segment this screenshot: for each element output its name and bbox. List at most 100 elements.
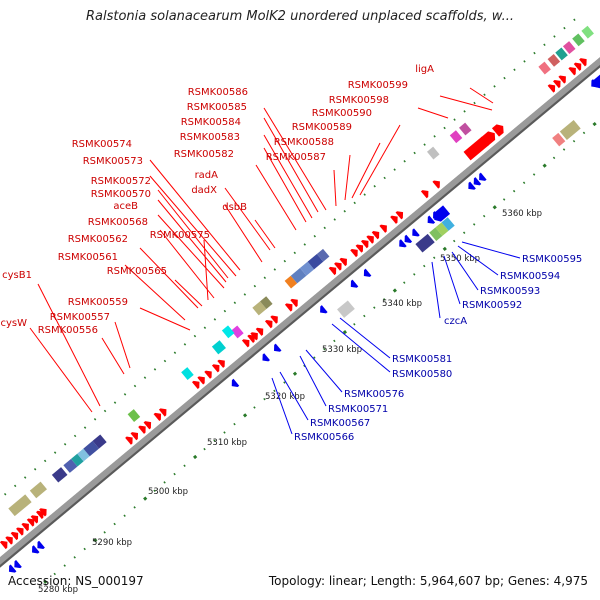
tick-dot-96 xyxy=(343,209,346,213)
domain-box-fwd-9-shape xyxy=(181,367,194,380)
forward-gene-37-shape xyxy=(390,215,398,224)
reverse-gene-2 xyxy=(32,545,40,554)
forward-gene-18-shape xyxy=(211,364,220,373)
tick-dot-106 xyxy=(443,126,446,130)
reverse-gene-10 xyxy=(399,239,407,248)
domain-box-fwd-26-shape xyxy=(562,41,576,54)
reverse-leader-line xyxy=(299,355,327,407)
tick-dot-81 xyxy=(193,334,197,338)
forward-gene-6 xyxy=(30,515,39,524)
reverse-gene-0-shape xyxy=(8,564,17,573)
forward-leader-line xyxy=(417,107,449,119)
forward-gene-29 xyxy=(334,262,342,271)
tick-dot-84 xyxy=(223,309,227,313)
forward-leader-line xyxy=(29,327,93,413)
domain-box-fwd-16-shape xyxy=(290,268,307,284)
reverse-gene-6 xyxy=(273,343,282,352)
tick-dot-51 xyxy=(552,156,556,160)
tick-dot-98 xyxy=(363,193,366,196)
forward-gene-16-shape xyxy=(197,376,205,385)
domain-box-rev-3-shape xyxy=(435,222,449,236)
forward-gene-label: RSMK00565 xyxy=(107,266,167,277)
reverse-gene-large-1-shape xyxy=(593,73,600,89)
reverse-gene-label: RSMK00580 xyxy=(392,369,452,380)
domain-box-rev-6 xyxy=(552,132,566,147)
forward-leader-line xyxy=(174,279,203,307)
forward-gene-label: RSMK00573 xyxy=(83,156,143,167)
tick-dot-73 xyxy=(113,401,117,404)
tick-dot-6 xyxy=(103,531,106,534)
forward-gene-39 xyxy=(420,190,429,199)
forward-gene-label: RSMK00582 xyxy=(174,149,234,160)
forward-gene-46 xyxy=(579,58,587,67)
domain-box-fwd-13 xyxy=(252,301,267,316)
reverse-gene-9-shape xyxy=(363,268,372,277)
forward-gene-42 xyxy=(553,79,561,89)
forward-gene-label: RSMK00557 xyxy=(50,312,110,323)
reverse-leader-line xyxy=(271,377,293,435)
forward-leader-line xyxy=(157,214,225,289)
forward-leader-line xyxy=(101,337,125,375)
forward-leader-line xyxy=(124,264,186,321)
reverse-leader-line xyxy=(443,255,461,305)
domain-box-fwd-26 xyxy=(562,41,576,54)
tick-dot-24 xyxy=(283,381,286,384)
domain-box-rev-0-shape xyxy=(337,300,355,318)
reverse-leader-line xyxy=(305,349,343,393)
domain-box-fwd-15 xyxy=(284,275,298,289)
forward-gene-0-shape xyxy=(0,540,8,550)
reverse-gene-2-shape xyxy=(32,545,40,554)
tick-dot-109 xyxy=(473,101,476,105)
tick-dot-94 xyxy=(323,226,326,230)
forward-leader-line xyxy=(157,199,227,283)
tick-dot-38 xyxy=(423,264,426,268)
forward-gene-16 xyxy=(197,376,205,385)
forward-gene-8-shape xyxy=(39,508,47,517)
tick-dot-116 xyxy=(543,43,546,47)
tick-dot-102 xyxy=(403,160,406,163)
forward-gene-28 xyxy=(328,266,337,276)
forward-leader-line xyxy=(439,95,493,111)
forward-gene-label: RSMK00561 xyxy=(58,252,118,263)
forward-leader-line xyxy=(263,134,313,219)
tick-dot-85 xyxy=(233,301,237,305)
forward-gene-large-2-shape xyxy=(491,124,504,137)
forward-leader-line xyxy=(333,169,337,207)
domain-box-fwd-5 xyxy=(77,448,90,462)
forward-gene-label: RSMK00586 xyxy=(188,87,248,98)
forward-leader-line xyxy=(263,147,307,223)
forward-gene-43 xyxy=(558,75,566,84)
forward-gene-label: RSMK00559 xyxy=(68,297,128,308)
forward-gene-label: radA xyxy=(195,170,219,181)
domain-box-fwd-8-shape xyxy=(127,409,141,422)
tick-dot-39 xyxy=(433,256,436,259)
forward-gene-29-shape xyxy=(334,262,342,271)
forward-gene-27-shape xyxy=(290,298,298,308)
forward-gene-3-shape xyxy=(16,527,24,536)
domain-box-fwd-20 xyxy=(426,146,440,160)
forward-gene-11 xyxy=(138,425,146,434)
forward-gene-33 xyxy=(360,240,369,249)
tick-dot-108 xyxy=(463,110,466,113)
forward-gene-24-shape xyxy=(264,320,273,329)
tick-dot-87 xyxy=(253,284,257,288)
forward-gene-36-shape xyxy=(379,224,387,233)
forward-leader-line xyxy=(263,107,327,211)
tick-dot-54 xyxy=(582,131,586,135)
forward-gene-4 xyxy=(21,522,29,532)
forward-gene-25 xyxy=(270,315,278,324)
forward-leader-line xyxy=(157,189,229,279)
forward-gene-15 xyxy=(191,380,200,390)
tick-dot-9 xyxy=(133,506,136,509)
forward-leader-line xyxy=(203,239,209,301)
reverse-gene-5 xyxy=(262,353,270,362)
forward-gene-label: RSMK00589 xyxy=(292,122,352,133)
scale-ticks: 5280 kbp 5290 kbp 5300 kbp 5310 kbp 5320 kbp… xyxy=(3,18,597,595)
tick-dot-19 xyxy=(233,422,236,426)
domain-box-fwd-24 xyxy=(547,53,561,67)
forward-gene-31-shape xyxy=(350,248,358,258)
reverse-gene-17-shape xyxy=(479,172,487,181)
forward-gene-11-shape xyxy=(138,425,146,434)
forward-leader-line xyxy=(159,229,215,299)
gene-labels: ligA RSMK00599 RSMK00598 RSMK00590 RSMK00589… xyxy=(0,64,582,443)
